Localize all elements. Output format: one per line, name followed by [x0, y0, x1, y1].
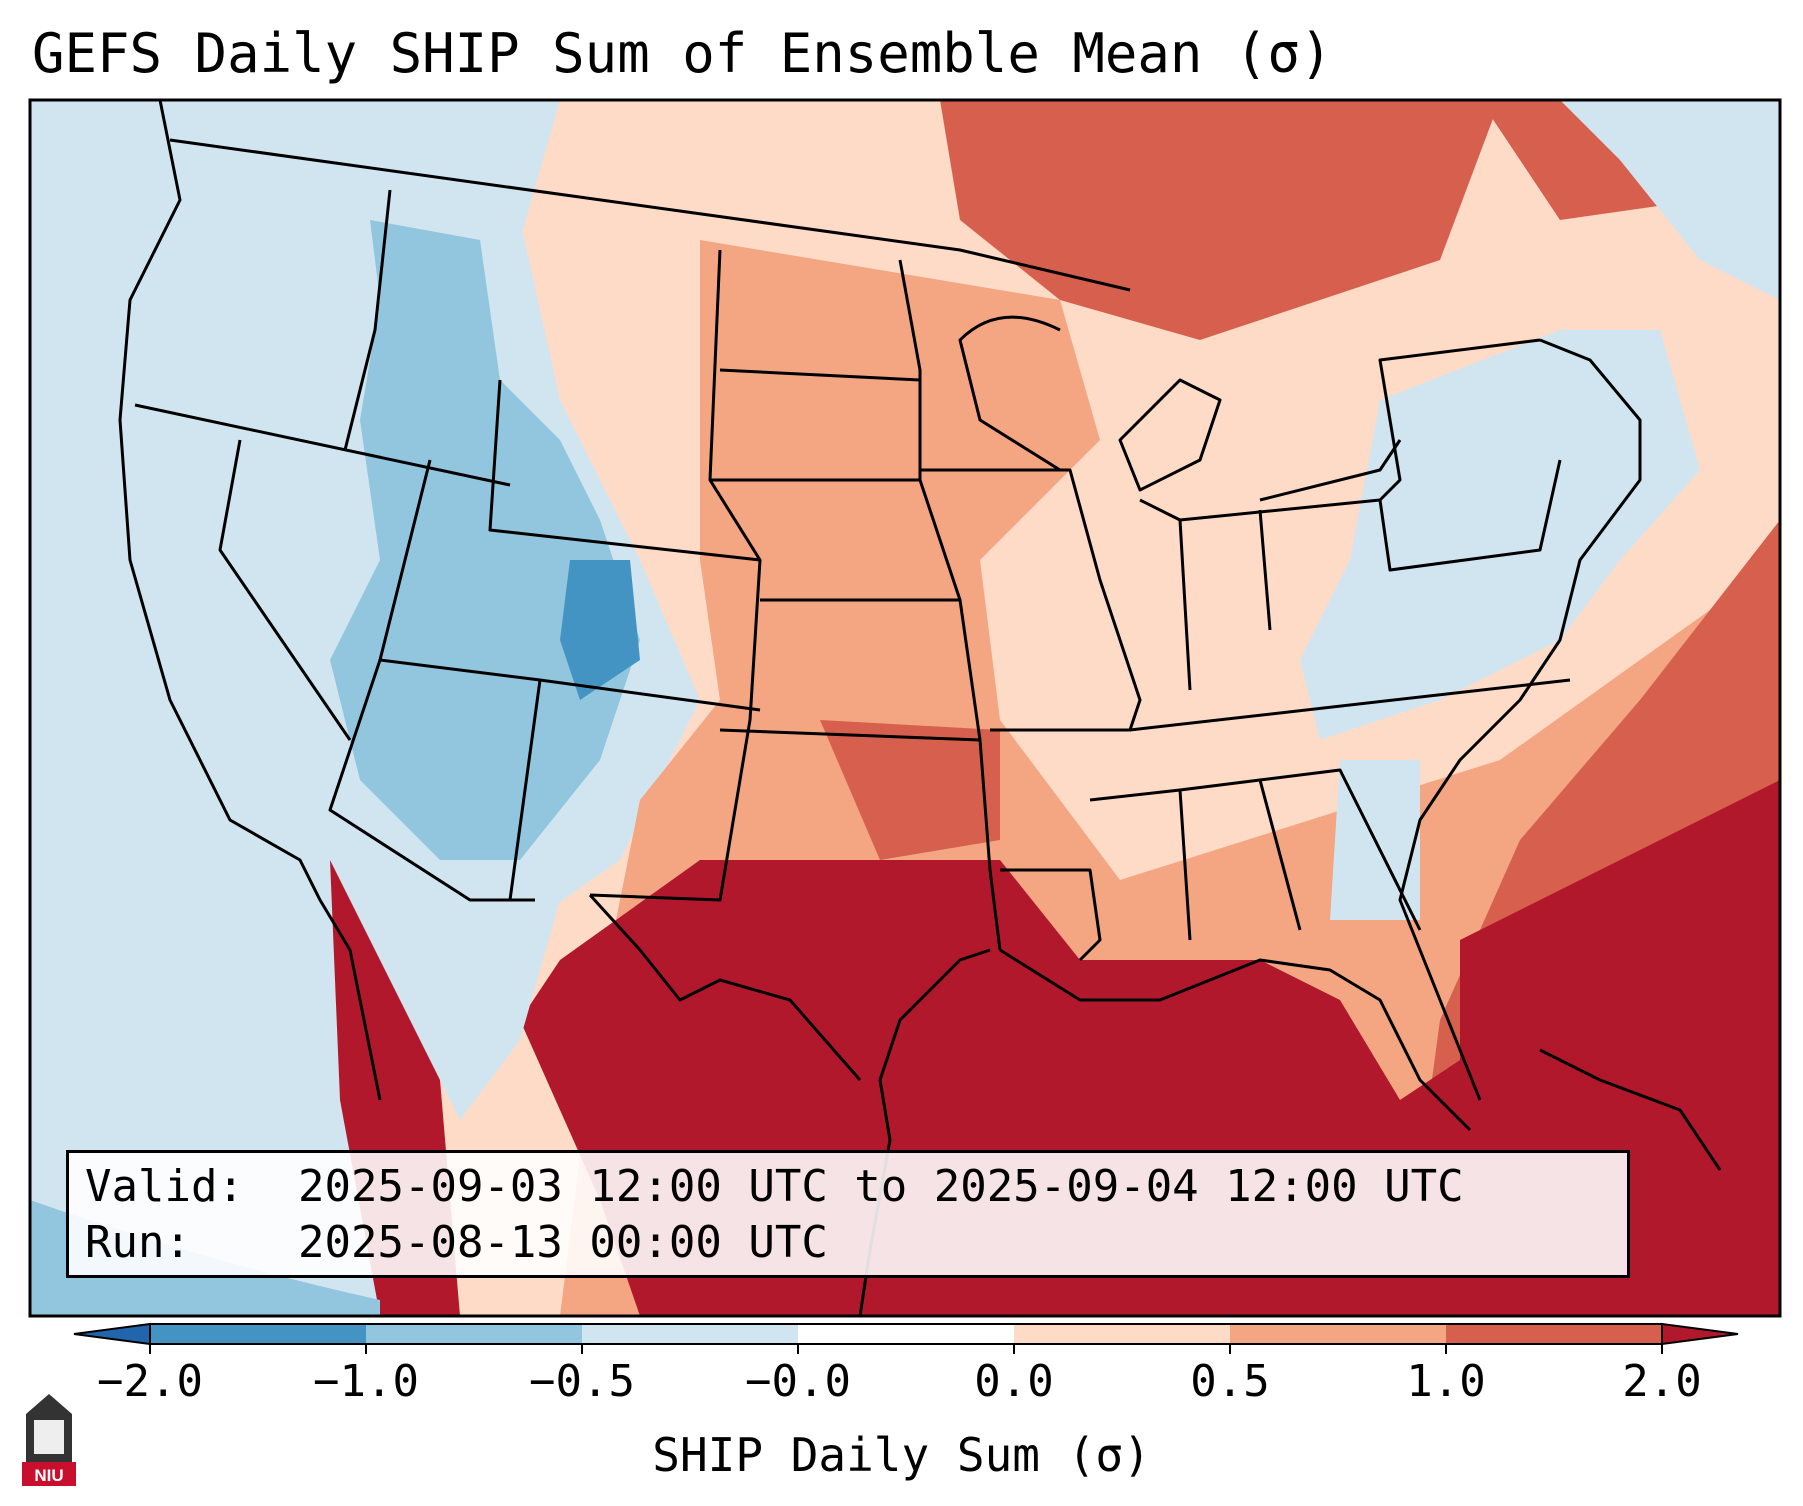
- logo-band: [22, 1462, 76, 1486]
- colorbar-extend-low: [73, 1322, 151, 1346]
- valid-text: 2025-09-03 12:00 UTC to 2025-09-04 12:00…: [298, 1161, 1464, 1212]
- info-box: Valid: 2025-09-03 12:00 UTC to 2025-09-04…: [66, 1150, 1630, 1278]
- run-line: Run: 2025-08-13 00:00 UTC: [85, 1215, 1627, 1271]
- map-frame: [28, 98, 1782, 1318]
- state-boundaries: [118, 100, 1722, 1316]
- anomaly-region-warm-northeast: [940, 100, 1500, 340]
- anomaly-region-strong-cool: [560, 560, 640, 700]
- state-line: [488, 379, 761, 562]
- great-lakes-huron: [1118, 378, 1222, 492]
- colorbar-tick-label: −0.0: [745, 1356, 851, 1407]
- colorbar-ticks: −2.0 −1.0 −0.5 −0.0 0.0 0.5 1.0 2.0: [97, 1344, 1702, 1407]
- state-line: [328, 459, 535, 902]
- state-line: [134, 403, 511, 487]
- colorbar-tick-label: −2.0: [97, 1356, 203, 1407]
- colorbar-tick-label: 0.0: [974, 1356, 1053, 1407]
- state-line: [719, 598, 982, 742]
- colorbar-tick-label: 1.0: [1406, 1356, 1485, 1407]
- anomaly-region-warm-oklahoma: [820, 720, 1000, 860]
- colorbar-segment: [366, 1324, 582, 1344]
- state-line: [343, 189, 392, 451]
- great-lakes-erie: [1259, 439, 1402, 502]
- state-line: [1259, 768, 1422, 931]
- state-line: [898, 259, 962, 601]
- valid-line: Valid: 2025-09-03 12:00 UTC to 2025-09-04…: [85, 1159, 1627, 1215]
- anomaly-region-cool-east: [1300, 330, 1700, 740]
- cuba-outline: [1539, 1048, 1722, 1171]
- run-label: Run:: [85, 1217, 191, 1268]
- state-line: [508, 679, 542, 901]
- colorbar-segments: [73, 1322, 1739, 1346]
- state-line: [990, 678, 1571, 732]
- anomaly-region-cool-maritimes: [1560, 100, 1780, 300]
- state-line: [920, 468, 1142, 731]
- east-coastline: [1398, 338, 1642, 1101]
- state-line: [589, 249, 762, 902]
- colorbar-segment: [582, 1324, 798, 1344]
- great-lakes-michigan: [958, 315, 1061, 472]
- colorbar-label: SHIP Daily Sum (σ): [652, 1428, 1151, 1482]
- state-line: [1178, 519, 1192, 691]
- colorbar-tick-label: −0.5: [529, 1356, 635, 1407]
- anomaly-region-cool: [330, 220, 640, 860]
- state-line: [1000, 868, 1102, 962]
- state-line: [1139, 338, 1541, 522]
- logo-window: [34, 1420, 64, 1454]
- valid-label: Valid:: [85, 1161, 244, 1212]
- gulf-coastline: [999, 948, 1472, 1132]
- state-line: [1378, 459, 1562, 572]
- colorbar-tick-label: −1.0: [313, 1356, 419, 1407]
- west-coastline: [118, 100, 382, 1101]
- colorbar-segment: [150, 1324, 366, 1344]
- logo-text: NIU: [34, 1466, 63, 1485]
- colorbar: −2.0 −1.0 −0.5 −0.0 0.0 0.5 1.0 2.0: [73, 1322, 1739, 1407]
- colorbar-tick-label: 0.5: [1190, 1356, 1269, 1407]
- colorbar-segment: [1446, 1324, 1662, 1344]
- canada-border: [169, 138, 1131, 292]
- state-line: [978, 739, 1002, 951]
- colorbar-outline: [149, 1323, 1663, 1345]
- colorbar-extend-high: [1661, 1322, 1739, 1346]
- chart-title: GEFS Daily SHIP Sum of Ensemble Mean (σ): [32, 22, 1333, 85]
- niu-logo: NIU: [22, 1394, 76, 1486]
- colorbar-tick-label: 2.0: [1622, 1356, 1701, 1407]
- colorbar-segment: [798, 1324, 1014, 1344]
- rio-grande-border: [588, 893, 862, 1081]
- run-text: 2025-08-13 00:00 UTC: [298, 1217, 828, 1268]
- state-line: [218, 439, 352, 741]
- colorbar-segment: [1014, 1324, 1230, 1344]
- state-line: [1258, 509, 1272, 631]
- colorbar-segment: [1230, 1324, 1446, 1344]
